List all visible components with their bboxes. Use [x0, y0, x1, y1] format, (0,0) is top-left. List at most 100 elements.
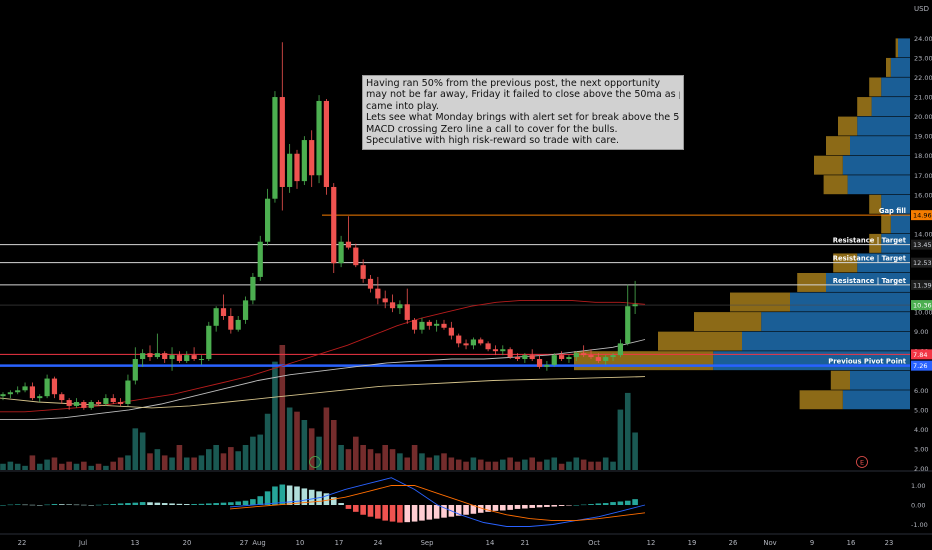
macd-histogram-bar	[610, 502, 616, 505]
volume-bar	[411, 445, 418, 470]
x-tick-label: 10	[296, 539, 305, 547]
macd-histogram-bar	[632, 499, 638, 505]
y-tick-label: 17.00	[914, 172, 932, 180]
candle-body	[220, 308, 227, 317]
candle-body	[198, 359, 205, 361]
volume-bar	[323, 407, 330, 470]
price-tag-bg	[911, 349, 932, 360]
volume-bar	[375, 453, 381, 470]
moving-average-line	[0, 376, 646, 409]
macd-histogram-bar	[485, 505, 491, 512]
candle	[206, 321, 212, 361]
candle-body	[147, 353, 153, 358]
volume-profile-up	[850, 370, 910, 390]
x-tick-label: 24	[374, 539, 383, 547]
candle-body	[309, 140, 315, 176]
candle	[73, 398, 80, 408]
macd-histogram-bar	[455, 505, 462, 516]
candle-body	[345, 241, 352, 248]
candle-body	[103, 398, 109, 404]
macd-histogram-bar	[477, 505, 484, 513]
candle	[566, 355, 572, 363]
candle-body	[573, 353, 579, 358]
candle	[514, 353, 521, 361]
candle-body	[492, 349, 499, 352]
volume-bar	[213, 445, 219, 470]
volume-bar	[88, 465, 94, 470]
volume-bar	[169, 457, 175, 470]
volume-bar	[0, 463, 6, 470]
volume-bar	[397, 453, 403, 470]
note-line: may not be far away, Friday it failed to…	[366, 89, 680, 101]
candle-body	[470, 339, 476, 346]
candle-body	[95, 402, 102, 404]
macd-histogram-bar	[500, 505, 506, 511]
macd-histogram-bar	[558, 505, 565, 506]
macd-tick-label: -1.00	[911, 521, 928, 529]
candle-body	[514, 357, 521, 360]
volume-bar	[419, 453, 425, 470]
volume-bar	[36, 463, 43, 470]
candle-body	[29, 386, 35, 399]
candlesticks[interactable]	[0, 42, 638, 410]
candle-body	[22, 386, 28, 391]
candle	[426, 319, 432, 330]
candle	[0, 392, 6, 401]
volume-bar	[551, 457, 558, 470]
volume-profile-down	[869, 77, 882, 97]
macd-histogram-bar	[353, 505, 359, 512]
volume-profile-up	[881, 77, 910, 97]
volume-bar	[286, 407, 293, 470]
volume-bar	[257, 434, 264, 470]
volume-bar	[529, 457, 535, 470]
volume-bar	[279, 345, 286, 470]
horizontal-levels[interactable]	[0, 214, 910, 367]
volume-bar	[117, 457, 124, 470]
candle-body	[162, 353, 168, 360]
macd-histogram-bar	[29, 504, 36, 506]
volume-bar	[235, 451, 241, 470]
candle-body	[617, 343, 623, 356]
candle-body	[206, 325, 212, 360]
macd-histogram-bar	[14, 504, 21, 505]
price-tag: 14.96	[913, 212, 932, 220]
macd-histogram-bar	[360, 505, 366, 515]
candle-body	[581, 353, 587, 356]
candle-body	[287, 153, 293, 187]
volume-bar	[595, 461, 602, 470]
candle	[581, 345, 587, 358]
candle	[95, 400, 102, 406]
x-tick-label: 27	[240, 539, 249, 547]
macd-histogram-bar	[382, 505, 388, 521]
candle-body	[0, 394, 6, 397]
candle-body	[44, 378, 50, 397]
candle-body	[610, 355, 616, 358]
level-label: Resistance | Target	[833, 237, 907, 246]
volume-bar	[301, 420, 308, 470]
macd-histogram-bar	[176, 503, 183, 505]
x-tick-label: Nov	[763, 539, 776, 547]
volume-profile-down	[814, 155, 843, 175]
candle-body	[66, 400, 72, 406]
volume-profile-up	[761, 312, 910, 332]
y-tick-label: 24.00	[914, 35, 932, 43]
candle	[448, 321, 454, 340]
candle	[610, 353, 616, 361]
macd-histogram-bar	[161, 503, 168, 505]
candle	[544, 360, 550, 371]
annotation-note[interactable]: Having ran 50% from the previous post, t…	[362, 75, 684, 150]
macd-histogram-bar	[36, 505, 43, 506]
level-label: Gap fill	[879, 207, 906, 215]
x-tick-label: Jul	[78, 539, 87, 547]
volume-bar	[154, 449, 161, 470]
candle-body	[176, 355, 182, 361]
candle	[632, 280, 638, 315]
candle-body	[353, 247, 359, 266]
x-tick-label: Aug	[252, 539, 265, 547]
y-tick-label: 9.00	[914, 328, 928, 336]
volume-profile-down	[895, 38, 898, 58]
volume-bar	[139, 432, 146, 470]
volume-bar	[404, 457, 411, 470]
macd-histogram-bar	[183, 504, 190, 505]
volume-bar	[59, 463, 65, 470]
